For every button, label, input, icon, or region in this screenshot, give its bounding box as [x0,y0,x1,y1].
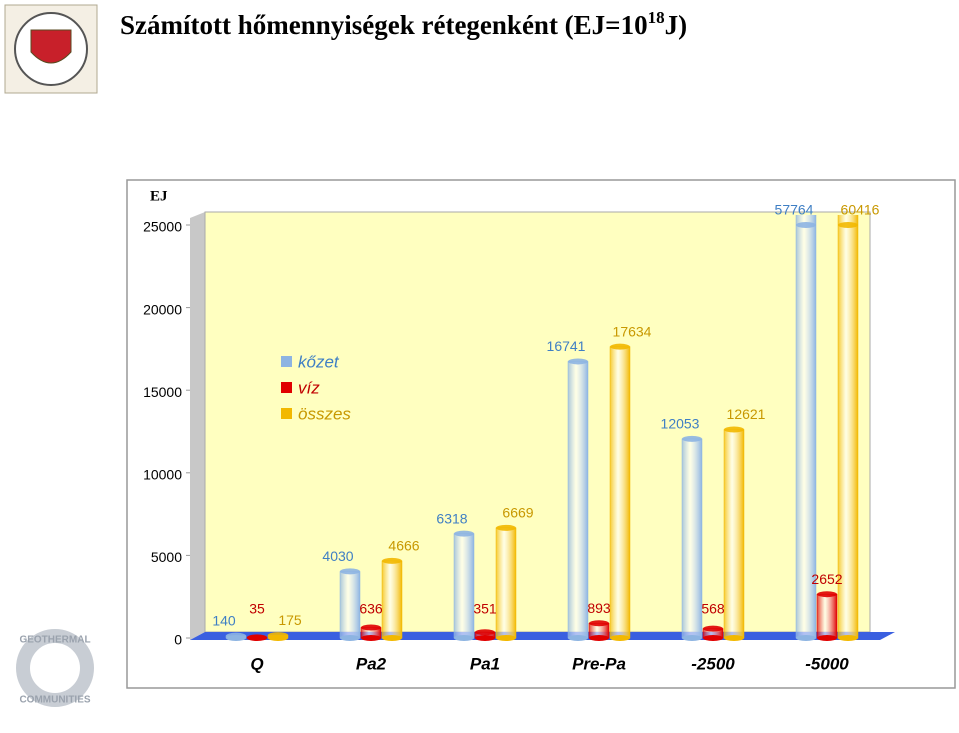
x-tick-label: Pa2 [356,654,387,673]
value-label: 175 [278,612,302,628]
side-wall [190,212,205,640]
bar-cap [340,568,360,575]
logo-text: GEOTHERMAL [19,635,90,646]
value-label: 35 [249,601,265,617]
y-tick-label: 15000 [143,384,182,400]
bar-base [682,635,702,641]
bar-base [724,635,744,641]
bar [816,593,838,639]
bar-cap [703,625,723,632]
bar-cap [568,358,588,365]
y-axis-label: EJ [150,188,168,204]
value-label: 4030 [322,548,353,564]
y-tick-label: 0 [174,632,182,648]
title-superscript: 18 [648,8,665,27]
bar [567,361,589,639]
legend-label: kőzet [298,352,340,371]
legend-swatch [281,382,292,393]
bar [609,346,631,639]
bar-base [496,635,516,641]
title-main: Számított hőmennyiségek rétegenként (EJ=… [120,10,648,40]
x-tick-label: -5000 [805,654,849,673]
bar [681,438,703,639]
x-tick-label: -2500 [691,654,735,673]
legend-swatch [281,408,292,419]
bars [225,215,859,641]
title-end: J) [665,10,688,40]
value-label: 893 [587,600,611,616]
value-label: 57764 [775,202,814,218]
legend-label: összes [298,404,351,423]
logo-shield [30,29,72,64]
bar [453,533,475,639]
bar-base [247,635,267,641]
value-label: 12053 [661,416,700,432]
bar-cap [361,624,381,631]
bar-base [838,635,858,641]
x-tick-label: Q [250,654,263,673]
x-tick-label: Pa1 [470,654,500,673]
value-label: 568 [701,601,725,617]
bar [795,215,817,639]
bar-base [382,635,402,641]
x-tick-label: Pre-Pa [572,654,626,673]
value-label: 140 [212,612,236,628]
bar-cap [796,222,816,228]
bar-base [268,635,288,641]
y-tick-label: 25000 [143,219,182,235]
bar [495,527,517,639]
y-tick-label: 10000 [143,467,182,483]
bar-cap [454,530,474,537]
bar-cap [610,343,630,350]
value-label: 16741 [547,338,586,354]
value-label: 4666 [388,538,419,554]
bar-base [703,635,723,641]
bar-base [475,635,495,641]
value-label: 6669 [502,505,533,521]
bar-cap [589,620,609,627]
plot-area [204,211,871,633]
bar-cap [724,426,744,433]
value-label: 2652 [811,571,842,587]
bar-cap [475,629,495,636]
bar-base [610,635,630,641]
legend-label: víz [298,378,320,397]
value-label: 6318 [436,510,467,526]
bar-base [589,635,609,641]
floor [190,632,895,640]
y-tick-label: 5000 [151,549,182,565]
bar-cap [817,591,837,598]
geothermal-logo [16,629,94,707]
value-label: 351 [473,601,497,617]
logo-text: COMMUNITIES [19,695,90,706]
value-label: 12621 [727,406,766,422]
bar-base [817,635,837,641]
bar [723,429,745,639]
value-label: 636 [359,601,383,617]
legend-swatch [281,356,292,367]
bar-cap [838,222,858,228]
bar-base [796,635,816,641]
slide-title: Számított hőmennyiségek rétegenként (EJ=… [120,8,687,40]
bar [339,571,361,639]
bar-cap [496,524,516,531]
bar-base [340,635,360,641]
bar [837,215,859,639]
y-tick-label: 20000 [143,301,182,317]
bar-cap [382,557,402,564]
bar [381,560,403,639]
bar-cap [682,435,702,442]
bar-base [454,635,474,641]
value-label: 60416 [841,202,880,218]
bar-base [568,635,588,641]
bar-base [226,635,246,641]
value-label: 17634 [613,323,652,339]
bar-base [361,635,381,641]
